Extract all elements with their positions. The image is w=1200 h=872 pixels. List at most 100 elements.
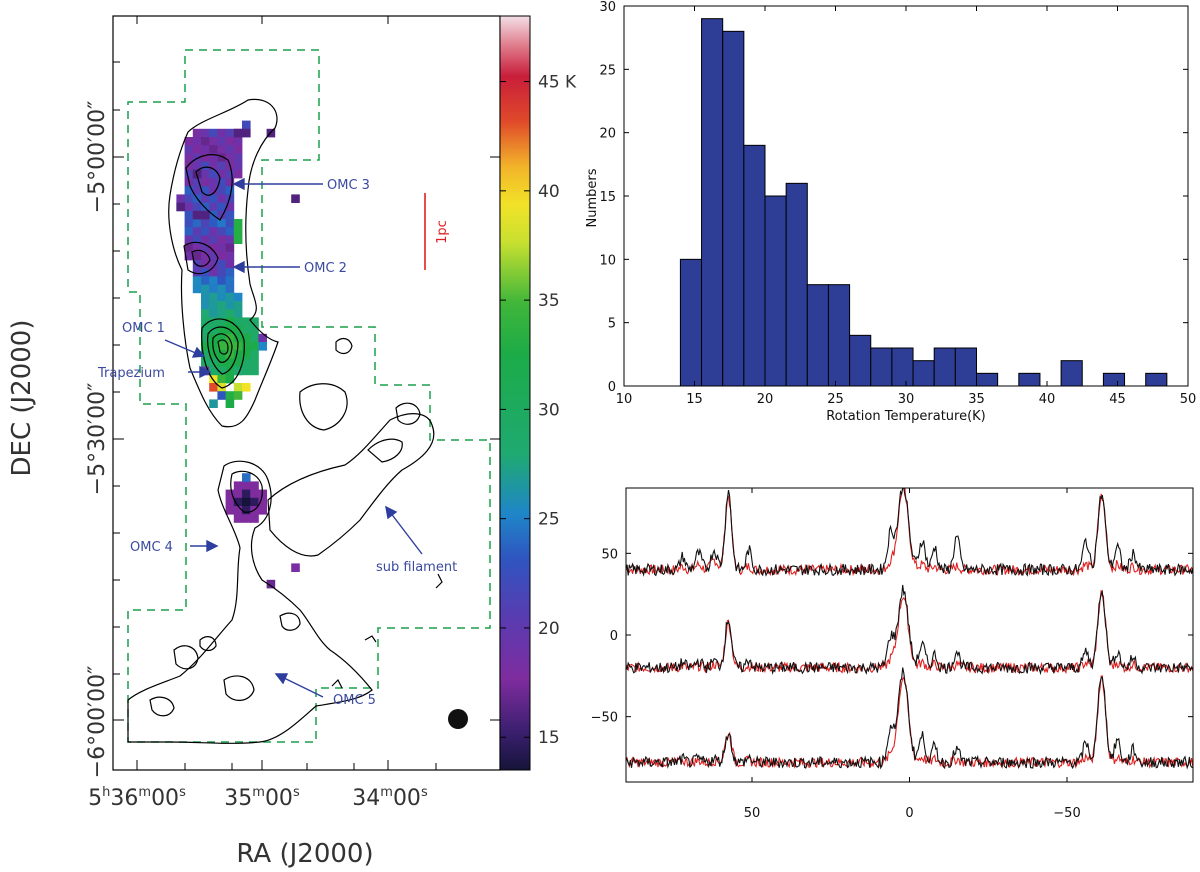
temperature-pixel [225, 145, 235, 154]
contour-subfilament-b [367, 438, 403, 463]
temperature-pixel [201, 137, 210, 146]
dec-tick-1: −5°00′00″ [85, 101, 110, 214]
histogram-xtick-label: 45 [1109, 392, 1126, 407]
contour-small-2 [364, 635, 377, 643]
spectra-ytick-label: −50 [591, 711, 618, 726]
temperature-pixel [192, 276, 202, 285]
temperature-pixel [217, 227, 226, 236]
temperature-pixel [201, 276, 210, 285]
temperature-pixel [201, 128, 210, 138]
histogram-xtick-label: 15 [686, 392, 703, 407]
temperature-pixel [250, 366, 259, 376]
temperature-pixel [209, 383, 218, 392]
temperature-pixel [250, 489, 259, 499]
spectra-ytick-label: 50 [601, 547, 618, 562]
temperature-pixel [201, 251, 210, 261]
temperature-pixel [209, 374, 218, 384]
temperature-pixel [217, 178, 226, 187]
ra-tick-1: 5h36m00s [88, 785, 186, 811]
temperature-pixel [225, 342, 235, 351]
temperature-pixel [192, 145, 202, 154]
temperature-pixel [258, 342, 267, 351]
temperature-pixel [242, 350, 251, 359]
dec-tick-2: −5°30′00″ [85, 383, 110, 496]
temperature-pixel [225, 284, 235, 294]
temperature-pixel [233, 137, 243, 146]
temperature-pixel [233, 506, 243, 515]
temperature-pixel [184, 202, 194, 212]
label-omc2: OMC 2 [304, 261, 347, 276]
histogram-bar [891, 347, 914, 387]
temperature-pixel [225, 399, 235, 408]
temperature-pixel [225, 178, 235, 187]
arrowhead-omc4 [206, 539, 219, 553]
temperature-pixel [217, 284, 226, 294]
histogram-bar [1145, 372, 1168, 387]
temperature-pixel [217, 128, 226, 138]
temperature-pixel [250, 333, 259, 343]
histogram-bar [785, 182, 808, 387]
temperature-pixel [217, 317, 226, 326]
spectra-xtick-label: 0 [905, 806, 913, 821]
temperature-pixel [201, 342, 210, 351]
temperature-pixel [184, 137, 194, 146]
temperature-pixel [233, 161, 243, 171]
temperature-pixel [225, 276, 235, 285]
temperature-pixel [192, 251, 202, 261]
temperature-pixel [209, 399, 218, 408]
annotation-arrows [164, 177, 423, 698]
temperature-pixel [217, 260, 226, 269]
temperature-pixel [217, 374, 226, 384]
temperature-pixel [225, 128, 235, 138]
temperature-pixel [225, 153, 235, 162]
temperature-pixel [184, 219, 194, 228]
temperature-pixel [225, 210, 235, 220]
temperature-pixel [192, 178, 202, 187]
temperature-pixel [209, 309, 218, 318]
contour-inner-omc1-2 [207, 326, 239, 375]
temperature-pixel [250, 514, 259, 523]
temperature-pixel [217, 169, 226, 179]
temperature-pixel [225, 489, 235, 499]
temperature-pixel [242, 514, 251, 523]
temperature-pixel [184, 194, 194, 203]
temperature-pixel [209, 227, 218, 236]
label-omc4: OMC 4 [130, 540, 173, 555]
temperature-pixel [217, 268, 226, 277]
temperature-pixel [258, 506, 267, 515]
temperature-pixel [225, 309, 235, 318]
temperature-pixel [242, 506, 251, 515]
temperature-pixel [250, 342, 259, 351]
temperature-pixel [233, 227, 243, 236]
histogram-ytick-label: 5 [608, 317, 616, 332]
temperature-pixel [258, 333, 267, 343]
temperature-pixel [242, 358, 251, 367]
temperature-pixel [225, 292, 235, 302]
temperature-pixel [184, 161, 194, 171]
temperature-pixel [225, 243, 235, 253]
temperature-pixel [184, 235, 194, 244]
spectra-xtick-label: 50 [744, 806, 761, 821]
spectra-panel: 50 0 −50 50 0 −50 [591, 487, 1194, 821]
temperature-pixel [201, 202, 210, 212]
histogram-xtick-label: 50 [1180, 392, 1197, 407]
temperature-pixel [201, 178, 210, 187]
colorbar-tick-label: 45 K [538, 73, 577, 93]
histogram-xtick-label: 20 [757, 392, 774, 407]
temperature-pixel [184, 251, 194, 261]
ra-tick-3: 34m00s [352, 785, 428, 811]
temperature-pixel [209, 251, 218, 261]
histogram-bar [764, 195, 787, 387]
temperature-pixel [176, 202, 185, 212]
map-ticks [113, 16, 500, 770]
temperature-pixel [233, 301, 243, 310]
temperature-pixel [201, 260, 210, 269]
temperature-pixel [217, 292, 226, 302]
temperature-pixel [192, 260, 202, 269]
histogram-bar [976, 372, 999, 387]
contour-south-blob-2 [223, 675, 255, 701]
temperature-pixel [201, 301, 210, 310]
contour-small-3 [331, 678, 343, 689]
temperature-pixel [225, 202, 235, 212]
